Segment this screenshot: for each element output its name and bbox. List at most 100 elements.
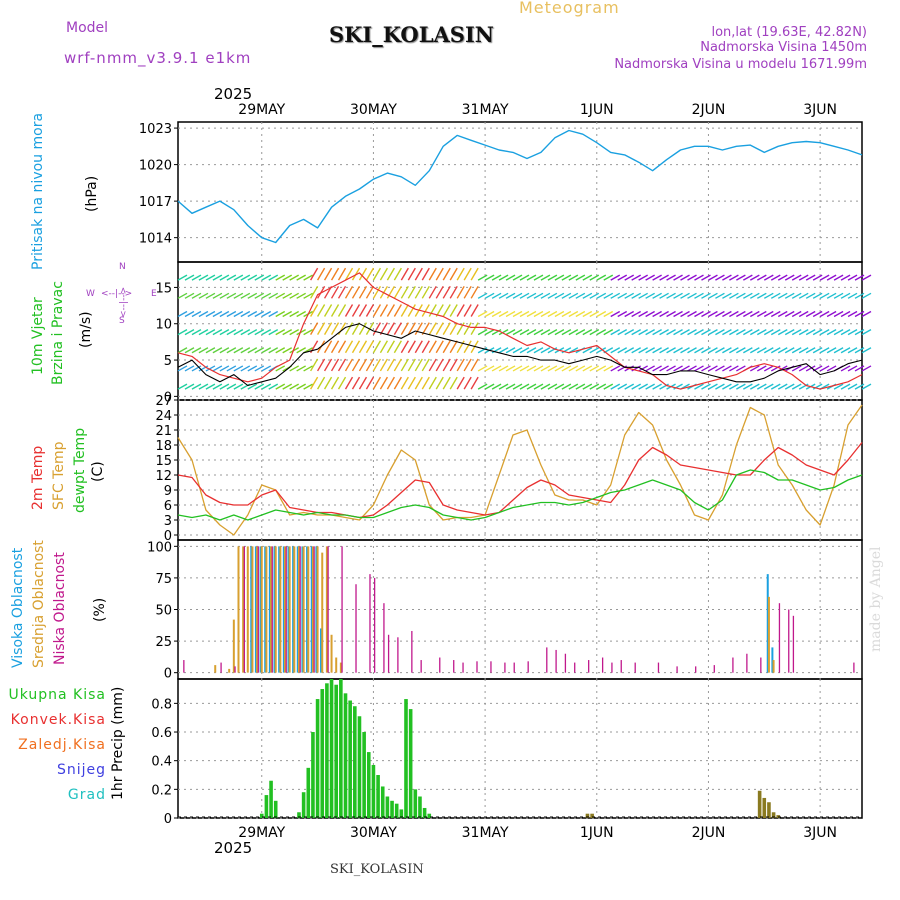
wind-barb xyxy=(407,267,416,281)
temp-label-2m: 2m Temp xyxy=(30,445,46,510)
precip-total-bar xyxy=(390,800,394,818)
wind-barb xyxy=(233,365,244,372)
wind-barb xyxy=(310,358,319,372)
precip-total-bar xyxy=(339,679,343,818)
wind-barb xyxy=(659,292,669,299)
wind-barb xyxy=(631,365,642,372)
wind-barb xyxy=(729,365,739,372)
temperature-tick-label: 12 xyxy=(155,469,172,484)
temperature-tick-label: 9 xyxy=(164,484,172,499)
wind-barb xyxy=(659,329,669,336)
wind-barb xyxy=(526,329,537,336)
wind-barb xyxy=(393,322,402,335)
wind-barb xyxy=(505,329,516,336)
wind-barb xyxy=(840,347,851,354)
wind-barb xyxy=(736,365,746,372)
wind-barb xyxy=(729,292,739,299)
precip-legend-total: Ukupna Kisa xyxy=(8,687,106,703)
cloud-tick-label: 100 xyxy=(147,540,172,555)
wind-barb xyxy=(533,292,544,299)
wind-barb xyxy=(701,329,711,336)
wind-barb xyxy=(247,292,258,299)
wind-barb xyxy=(330,304,340,317)
wind-barb xyxy=(393,304,402,317)
wind-barb xyxy=(484,365,495,372)
wind-barb xyxy=(414,285,423,299)
wind-barb xyxy=(708,329,718,336)
wind-barb xyxy=(323,267,333,281)
wind-barb xyxy=(826,310,837,318)
wind-barb xyxy=(428,285,437,299)
wind-barb xyxy=(575,329,586,336)
wind-barb xyxy=(666,347,676,354)
wind-barb xyxy=(268,292,279,299)
wind-barb xyxy=(365,285,375,299)
wind-barb xyxy=(198,347,209,354)
wind-barb xyxy=(226,329,237,336)
wind-barb xyxy=(512,274,523,281)
wind-barb xyxy=(805,347,816,354)
precip-total-bar xyxy=(353,706,357,818)
wind-barb xyxy=(296,347,306,354)
cloud-label-high: Visoka Oblacnost xyxy=(10,547,26,668)
wind-tick-label: 5 xyxy=(164,354,172,369)
wind-barb xyxy=(212,347,223,354)
wind-barb xyxy=(407,340,416,354)
wind-barb xyxy=(861,329,872,336)
wind-barb xyxy=(812,347,823,354)
wind-barb xyxy=(212,310,223,318)
wind-barb xyxy=(729,329,739,336)
wind-barb xyxy=(379,304,389,317)
wind-barb xyxy=(666,365,676,372)
wind-barb xyxy=(428,376,437,390)
precip-total-bar xyxy=(404,699,408,818)
temperature-tick-label: 27 xyxy=(155,394,172,409)
wind-barb xyxy=(463,285,472,299)
wind-barb xyxy=(582,365,593,372)
wind-barb xyxy=(533,383,544,390)
wind-barb xyxy=(610,347,621,354)
wind-barb xyxy=(296,292,306,299)
wind-barb xyxy=(400,285,409,299)
wind-label-2: Brzina i Pravac xyxy=(50,281,66,385)
precip-total-bar xyxy=(422,807,427,818)
wind-barb xyxy=(568,292,579,299)
wind-barb xyxy=(519,274,530,281)
wind-barb xyxy=(687,347,697,354)
year-label-bottom: 2025 xyxy=(214,839,253,857)
wind-barb xyxy=(191,292,202,299)
wind-barb xyxy=(184,292,195,299)
wind-barb xyxy=(470,322,479,335)
wind-barb xyxy=(247,347,258,354)
wind-barb xyxy=(743,292,753,299)
wind-barb xyxy=(554,292,565,299)
wind-barb xyxy=(561,383,572,390)
wind-barb xyxy=(407,322,416,335)
precip-total-bar xyxy=(376,775,380,818)
wind-barb xyxy=(610,383,621,390)
wind-barb xyxy=(561,310,572,318)
wind-barb xyxy=(652,329,662,336)
wind-barb xyxy=(722,383,732,390)
wind-barb xyxy=(603,365,614,372)
wind-barb xyxy=(323,376,333,390)
wind-unit: (m/s) xyxy=(78,311,94,348)
wind-barb xyxy=(784,274,795,281)
wind-rose-s: S xyxy=(119,316,125,326)
wind-barb xyxy=(351,285,361,299)
precip-total-bar xyxy=(269,780,273,818)
wind-barb xyxy=(631,292,642,299)
wind-barb xyxy=(512,292,523,299)
wind-barb xyxy=(323,304,333,317)
wind-barb xyxy=(784,292,795,299)
wind-barb xyxy=(749,365,760,372)
wind-barb xyxy=(316,267,326,281)
wind-barb xyxy=(763,329,774,336)
day-label-bottom: 3JUN xyxy=(803,825,837,841)
wind-barb xyxy=(282,274,293,281)
wind-barb xyxy=(861,383,872,390)
wind-barb xyxy=(805,274,816,281)
wind-barb xyxy=(659,310,669,318)
wind-barb xyxy=(177,292,188,299)
wind-barb xyxy=(498,347,509,354)
